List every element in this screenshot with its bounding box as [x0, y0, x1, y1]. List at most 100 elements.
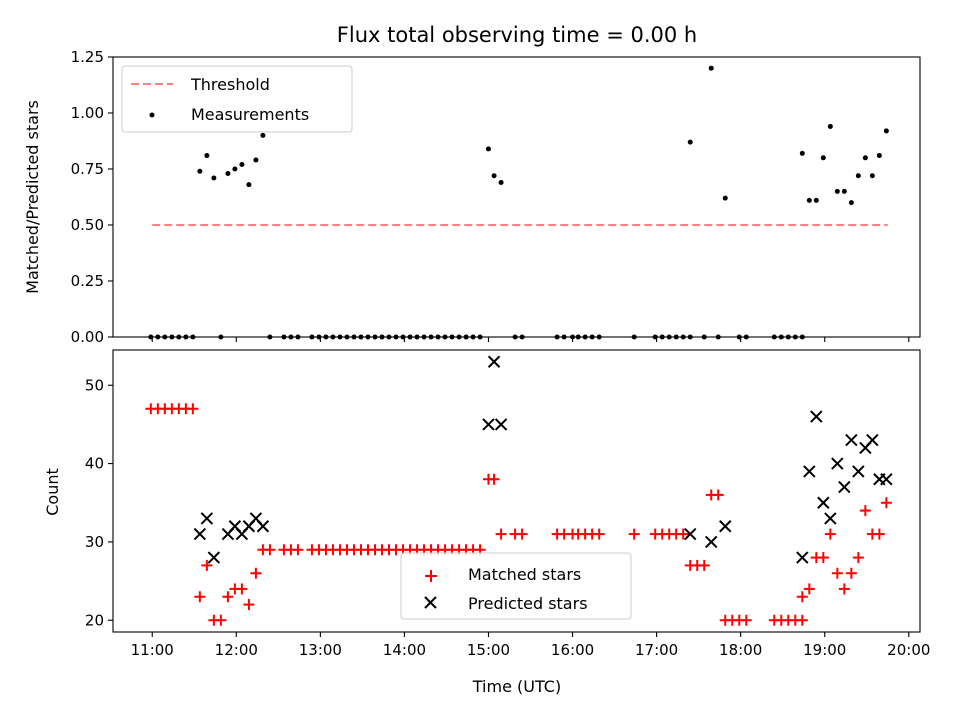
top-legend: Threshold Measurements — [121, 65, 353, 133]
matched-stars-point — [264, 544, 276, 556]
matched-stars-point — [495, 528, 507, 540]
legend-predicted-swatch — [424, 596, 437, 609]
cross-b — [824, 512, 837, 525]
bottom-x-tick-label: 12:00 — [215, 641, 258, 659]
matched-stars-point — [803, 583, 815, 595]
bottom-x-tick-label: 15:00 — [467, 641, 510, 659]
bottom-x-tick-label: 16:00 — [551, 641, 594, 659]
bottom-plot-frame — [112, 349, 921, 633]
matched-stars-point — [852, 552, 864, 564]
cross-b — [200, 512, 214, 525]
matched-stars-point — [488, 473, 500, 485]
cross-b — [831, 457, 844, 470]
predicted-stars-point — [845, 433, 858, 447]
measurement-point — [246, 182, 252, 188]
matched-stars-point — [222, 591, 234, 603]
matched-stars-point — [236, 583, 248, 595]
cross-b — [249, 512, 263, 525]
measurement-point — [722, 195, 728, 201]
chart-title: Flux total observing time = 0.00 h — [337, 23, 697, 47]
matched-stars-point — [194, 591, 206, 603]
top-y-tick-label: 1.25 — [71, 48, 104, 66]
measurement-point — [869, 173, 875, 179]
measurement-point — [239, 162, 245, 168]
legend-predicted-label: Predicted stars — [468, 594, 588, 613]
measurement-point — [827, 123, 833, 129]
matched-stars-point — [831, 567, 843, 579]
matched-stars-point — [712, 489, 724, 501]
predicted-stars-point — [810, 410, 823, 423]
predicted-stars-point — [207, 551, 221, 564]
cross-b — [482, 418, 495, 431]
matched-stars-point — [243, 599, 255, 611]
matched-stars-point — [698, 559, 710, 571]
bottom-plot-content — [145, 355, 893, 626]
top-x-ticks — [151, 337, 910, 342]
matched-stars-point — [215, 614, 227, 626]
bottom-x-tick-label: 20:00 — [887, 641, 930, 659]
legend-matched-label: Matched stars — [468, 565, 581, 584]
top-y-tick-label: 0.75 — [71, 160, 104, 178]
cross-b — [866, 433, 879, 447]
measurement-point — [204, 153, 210, 159]
cross-b — [256, 520, 270, 533]
predicted-stars-point — [852, 465, 865, 478]
predicted-stars-point — [705, 535, 718, 549]
bottom-legend: Matched stars Predicted stars — [400, 552, 632, 620]
measurement-point — [232, 166, 238, 172]
top-panel: 0.00 0.25 0.50 0.75 1.00 1.25 Matched/Predict… — [23, 48, 921, 346]
predicted-stars-point — [719, 520, 732, 533]
measurement-point — [855, 173, 861, 179]
top-y-axis-label: Matched/Predicted stars — [23, 100, 42, 294]
matched-stars-point — [516, 528, 528, 540]
matched-stars-point — [796, 591, 808, 603]
matched-stars-point — [817, 552, 829, 564]
cross-b — [193, 527, 207, 541]
bottom-y-tick-label: 40 — [85, 455, 104, 473]
bottom-y-tick-label: 30 — [85, 533, 104, 551]
top-plot-frame — [112, 56, 921, 338]
legend-threshold-label: Threshold — [190, 75, 270, 94]
cross-b — [803, 465, 816, 478]
measurement-point — [211, 175, 217, 181]
matched-stars-point — [824, 528, 836, 540]
cross-b — [719, 520, 732, 533]
cross-b — [684, 527, 697, 541]
top-y-tick-label: 0.50 — [71, 216, 104, 234]
measurement-point — [883, 128, 889, 134]
measurement-point — [491, 173, 497, 179]
measurement-point — [708, 65, 714, 71]
bottom-y-axis-label: Count — [43, 468, 62, 516]
bottom-x-tick-label: 14:00 — [383, 641, 426, 659]
cross-b — [796, 551, 809, 564]
matched-stars-point — [845, 567, 857, 579]
legend-measurements-label: Measurements — [191, 105, 309, 124]
predicted-stars-point — [866, 433, 879, 447]
top-legend-box — [121, 65, 353, 133]
measurement-point — [485, 146, 491, 152]
matched-stars-point — [292, 544, 304, 556]
predicted-stars-point — [824, 512, 837, 525]
matched-stars-point — [187, 403, 199, 415]
matched-stars-point — [796, 614, 808, 626]
predicted-stars-point — [803, 465, 816, 478]
bottom-x-tick-label: 17:00 — [635, 641, 678, 659]
bottom-y-ticks: 20 30 40 50 — [85, 376, 113, 629]
predicted-stars-point — [193, 527, 207, 541]
cross-b — [228, 520, 242, 533]
bottom-y-tick-label: 20 — [85, 611, 104, 629]
predicted-stars-point — [200, 512, 214, 525]
matched-stars-point — [873, 528, 885, 540]
cross-b — [817, 496, 830, 509]
measurement-point — [498, 179, 504, 185]
bottom-x-tick-label: 19:00 — [803, 641, 846, 659]
matched-stars-point — [628, 528, 640, 540]
cross-b — [845, 433, 858, 447]
bottom-legend-box — [400, 552, 632, 620]
measurement-point — [806, 197, 812, 203]
measurement-point — [876, 153, 882, 159]
measurement-point — [799, 150, 805, 156]
matched-stars-point — [740, 614, 752, 626]
measurement-point — [820, 155, 826, 161]
